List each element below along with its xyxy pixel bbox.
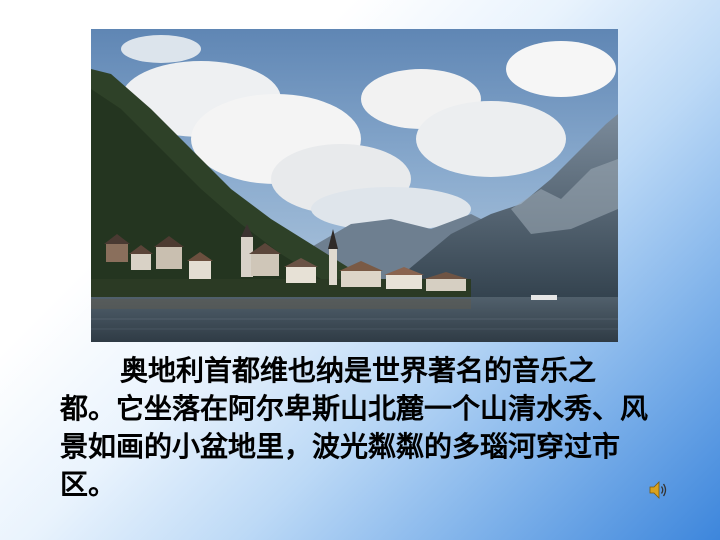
speaker-icon[interactable]: [648, 479, 668, 501]
vienna-description-text: 奥地利首都维也纳是世界著名的音乐之都。它坐落在阿尔卑斯山北麓一个山清水秀、风景如…: [60, 354, 649, 501]
lake-village-photo: [91, 29, 618, 342]
